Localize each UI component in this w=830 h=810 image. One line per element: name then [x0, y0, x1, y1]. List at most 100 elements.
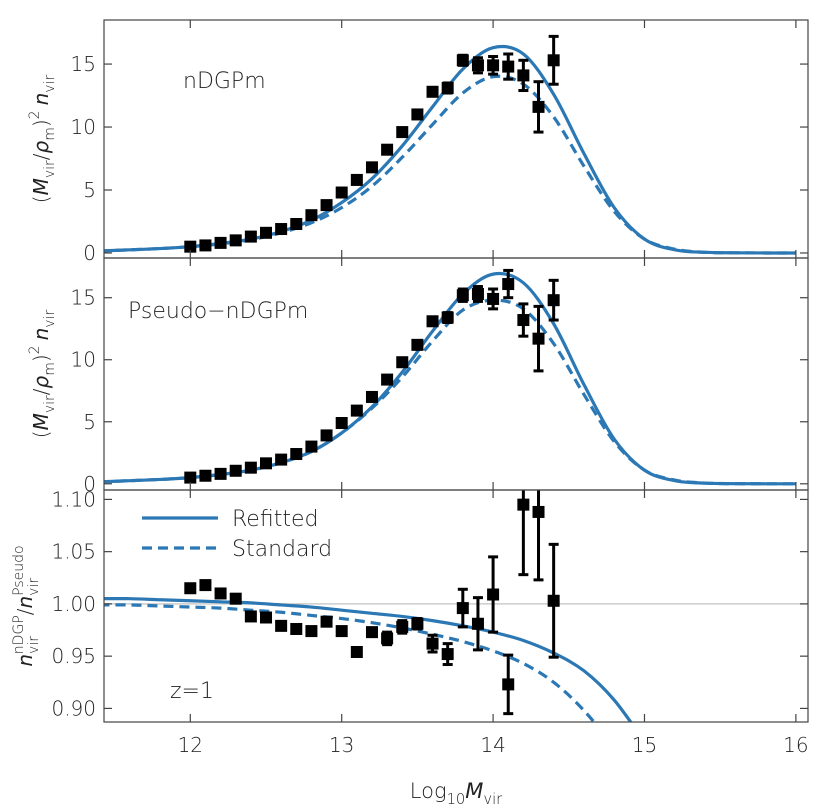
- data-point: [214, 587, 227, 600]
- data-point: [441, 82, 454, 94]
- data-point: [320, 199, 333, 212]
- data-point: [471, 617, 484, 630]
- axes-frame: [103, 257, 809, 491]
- y-tick-label: 10: [71, 115, 96, 139]
- axes-frame: [103, 19, 809, 259]
- data-point: [275, 619, 288, 632]
- axes-frame: [103, 489, 809, 723]
- data-point: [335, 186, 348, 199]
- data-point: [184, 582, 197, 595]
- legend-label: Standard: [232, 537, 332, 562]
- y-tick-label: 0.90: [51, 696, 96, 720]
- data-point: [184, 240, 197, 253]
- data-point: [411, 617, 424, 630]
- y-axis-label: (Mvir/ρm)2nvir: [27, 75, 58, 204]
- data-point: [229, 464, 242, 477]
- annotation: nDGPm: [183, 69, 266, 94]
- data-point: [456, 602, 469, 615]
- data-point: [365, 626, 378, 639]
- y-tick-label: 0: [83, 472, 96, 496]
- plot-area: [104, 490, 808, 722]
- data-point: [441, 311, 454, 324]
- data-point: [396, 126, 409, 139]
- data-point: [290, 622, 303, 635]
- data-point: [517, 69, 530, 82]
- data-point: [547, 294, 560, 307]
- data-point: [365, 161, 378, 174]
- data-point: [305, 209, 318, 222]
- series-line: [104, 74, 796, 255]
- y-tick-label: 1.10: [51, 487, 96, 511]
- y-tick-label: 1.05: [51, 540, 96, 564]
- data-point: [244, 230, 257, 243]
- x-tick-label: 14: [480, 733, 505, 757]
- data-point: [335, 625, 348, 638]
- data-point: [532, 100, 545, 113]
- data-point: [184, 471, 197, 484]
- data-point: [456, 54, 469, 67]
- legend-label: Refitted: [232, 507, 318, 532]
- data-point: [244, 610, 257, 623]
- plot-area: [104, 34, 796, 255]
- data-point: [532, 332, 545, 345]
- data-point: [487, 292, 500, 305]
- y-tick-label: 5: [83, 178, 96, 202]
- series-line: [104, 603, 596, 722]
- data-point: [259, 226, 272, 239]
- plot-area: [104, 268, 796, 486]
- data-point: [259, 457, 272, 470]
- data-point: [305, 440, 318, 453]
- data-point: [244, 461, 257, 474]
- y-axis-label: nvirnDGP/nvirPseudo: [11, 545, 42, 666]
- x-tick-label: 13: [329, 733, 354, 757]
- y-tick-label: 15: [71, 286, 96, 310]
- y-tick-label: 0.95: [51, 644, 96, 668]
- data-point: [214, 467, 227, 480]
- series-line: [104, 597, 633, 722]
- data-point: [426, 85, 439, 98]
- data-point: [396, 356, 409, 369]
- y-tick-label: 0: [83, 241, 96, 265]
- annotation: z=1: [170, 679, 214, 704]
- data-point: [381, 373, 394, 386]
- data-point: [456, 289, 469, 302]
- data-point: [350, 173, 363, 186]
- data-point: [229, 592, 242, 605]
- x-tick-label: 12: [178, 733, 203, 757]
- data-point: [335, 417, 348, 430]
- data-point: [547, 54, 560, 67]
- x-tick-label: 16: [783, 733, 808, 757]
- annotation: Pseudo−nDGPm: [128, 299, 308, 324]
- data-point: [471, 59, 484, 72]
- data-point: [350, 404, 363, 417]
- data-point: [381, 632, 394, 645]
- data-point: [381, 143, 394, 156]
- y-tick-label: 15: [71, 52, 96, 76]
- data-point: [502, 278, 515, 291]
- data-point: [305, 625, 318, 638]
- y-tick-label: 1.00: [51, 592, 96, 616]
- data-point: [320, 429, 333, 442]
- data-point: [350, 645, 363, 658]
- x-tick-label: 15: [632, 733, 657, 757]
- data-point: [199, 469, 212, 482]
- data-point: [229, 234, 242, 247]
- data-point: [214, 236, 227, 249]
- data-point: [396, 620, 409, 633]
- data-point: [517, 498, 530, 511]
- data-point: [411, 338, 424, 351]
- data-point: [290, 448, 303, 461]
- data-point: [502, 60, 515, 73]
- data-point: [290, 218, 303, 230]
- data-point: [320, 615, 333, 628]
- data-point: [441, 648, 454, 661]
- data-point: [426, 315, 439, 328]
- data-point: [365, 390, 378, 403]
- data-point: [275, 453, 288, 466]
- data-point: [199, 579, 212, 592]
- y-axis-label: (Mvir/ρm)2nvir: [27, 310, 58, 439]
- data-point: [426, 637, 439, 650]
- data-point: [532, 505, 545, 518]
- data-point: [199, 239, 212, 252]
